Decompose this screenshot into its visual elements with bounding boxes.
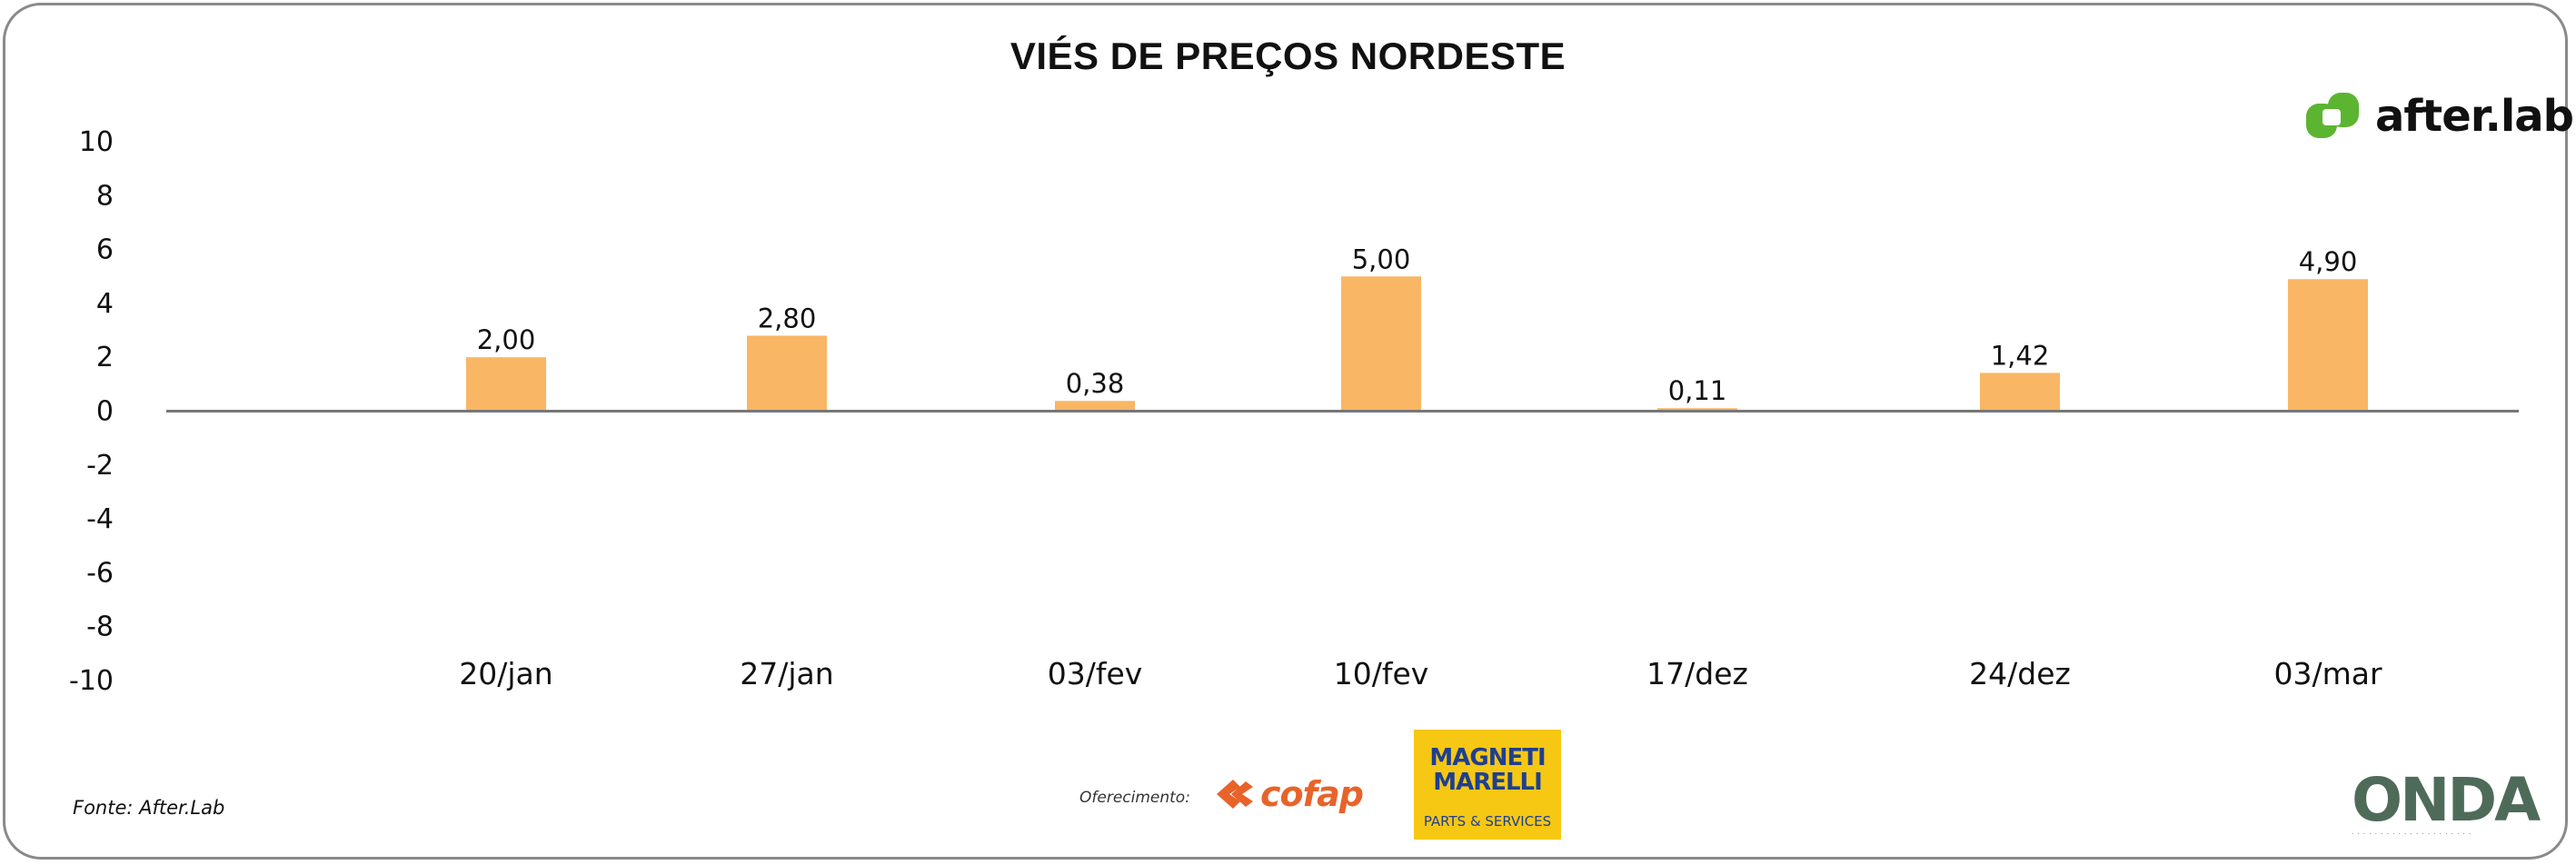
- afterlab-logo-icon: [2306, 93, 2359, 138]
- onda-tagline: · · · · · · · · · · · · · · · · · · · · …: [2352, 830, 2472, 838]
- bar: [1980, 373, 2060, 412]
- y-tick-label: 6: [96, 234, 114, 266]
- x-tick-label: 03/fev: [1048, 656, 1143, 691]
- source-note: Fonte: After.Lab: [73, 797, 225, 819]
- bars-group: [466, 276, 2368, 412]
- data-label: 5,00: [1352, 244, 1411, 274]
- data-label: 4,90: [2299, 246, 2358, 277]
- y-axis-ticks: 10 8 6 4 2 0 -2 -4 -6 -8 -10: [69, 126, 114, 697]
- onda-logo-text: ONDA: [2352, 765, 2541, 835]
- x-tick-label: 20/jan: [459, 656, 552, 691]
- y-tick-label: 10: [79, 126, 114, 158]
- chart-title: VIÉS DE PREÇOS NORDESTE: [1010, 35, 1566, 77]
- y-tick-label: -10: [69, 665, 114, 697]
- x-tick-label: 03/mar: [2273, 656, 2382, 691]
- data-label: 2,00: [477, 324, 536, 355]
- marelli-brand-text: MAGNETI MARELLI: [1429, 744, 1546, 796]
- marelli-sub-text: PARTS & SERVICES: [1423, 813, 1552, 830]
- y-tick-label: 0: [96, 396, 114, 428]
- x-tick-label: 27/jan: [740, 656, 833, 691]
- x-tick-label: 10/fev: [1334, 656, 1429, 691]
- bar: [1055, 401, 1135, 412]
- afterlab-logo: after.lab: [2304, 91, 2574, 142]
- y-tick-label: -4: [86, 503, 114, 535]
- y-tick-label: -8: [86, 611, 114, 643]
- y-tick-label: 2: [96, 342, 114, 373]
- y-tick-label: 4: [96, 288, 114, 320]
- x-tick-label: 17/dez: [1646, 656, 1748, 691]
- bar: [2288, 279, 2368, 412]
- chart-frame: [3, 3, 2568, 860]
- bar: [747, 335, 827, 412]
- x-axis-labels: 20/jan 27/jan 03/fev 10/fev 17/dez 24/dez 03/m…: [459, 656, 2382, 691]
- y-tick-label: -2: [86, 450, 114, 482]
- data-label: 0,11: [1668, 375, 1727, 406]
- data-labels-group: 2,00 2,80 0,38 5,00 0,11 1,42 4,90: [477, 244, 2358, 406]
- magneti-marelli-logo: MAGNETI MARELLI PARTS & SERVICES: [1414, 730, 1561, 840]
- cofap-logo-icon: [1217, 780, 1253, 809]
- data-label: 1,42: [1991, 340, 2050, 371]
- cofap-logo: cofap: [1213, 774, 1364, 814]
- bar: [1341, 276, 1421, 412]
- data-label: 2,80: [758, 303, 817, 333]
- y-tick-label: 8: [96, 180, 114, 212]
- cofap-logo-text: cofap: [1260, 774, 1364, 814]
- onda-logo: ONDA · · · · · · · · · · · · · · · · · ·…: [2352, 765, 2541, 839]
- data-label: 0,38: [1066, 368, 1125, 399]
- bar: [1657, 408, 1737, 412]
- y-tick-label: -6: [86, 557, 114, 589]
- sponsor-label: Oferecimento:: [1079, 789, 1190, 807]
- x-tick-label: 24/dez: [1969, 656, 2071, 691]
- bar: [466, 357, 546, 412]
- afterlab-logo-text: after.lab: [2375, 91, 2574, 142]
